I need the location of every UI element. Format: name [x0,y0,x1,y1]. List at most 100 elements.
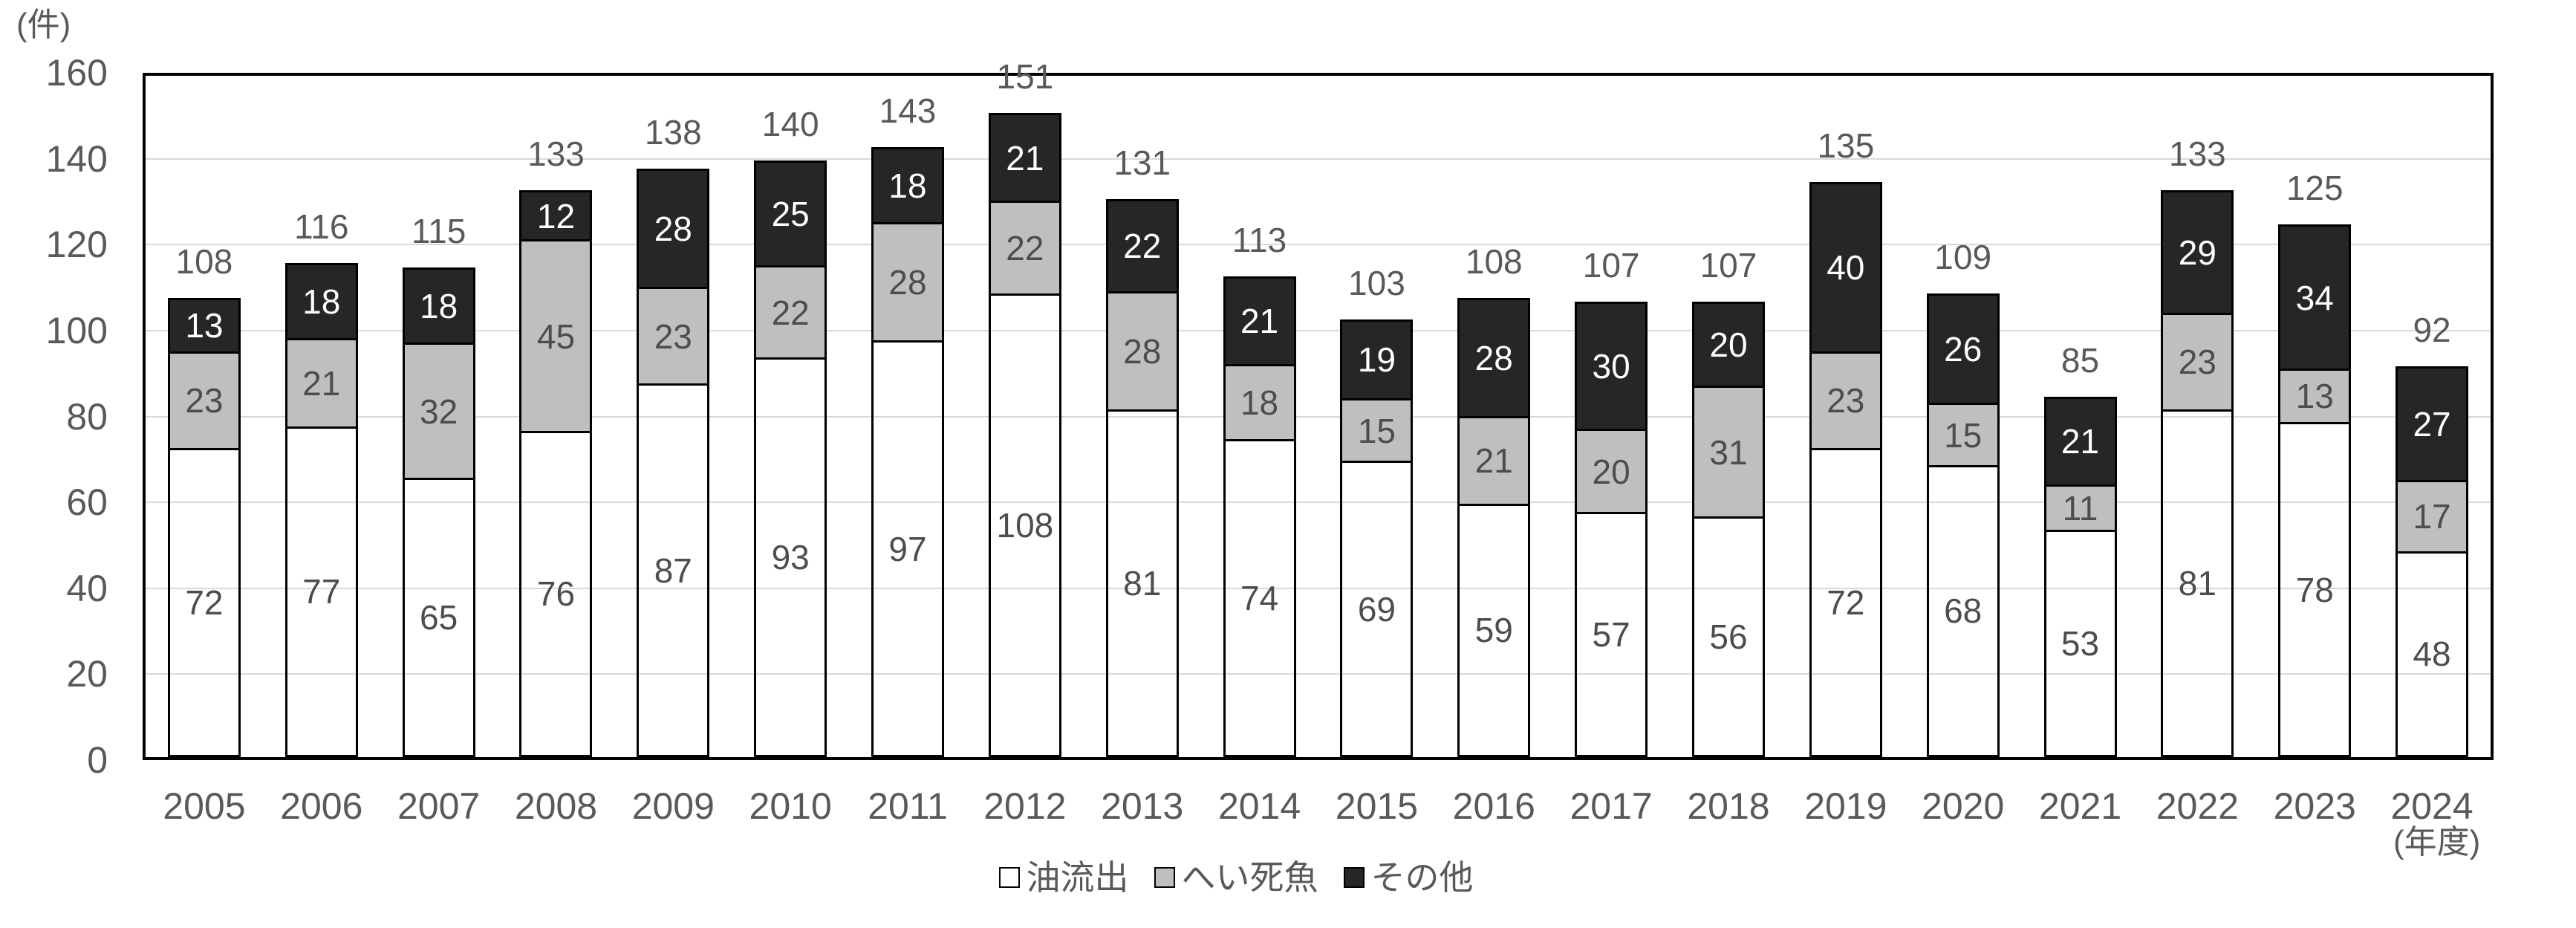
bar-2020: 109 26 15 68 [1926,237,2000,757]
segment-other: 21 [2043,396,2117,487]
segment-other: 28 [637,169,710,290]
y-tick-label: 120 [45,224,108,266]
value-label: 15 [1944,415,1983,455]
y-tick-label: 140 [45,137,108,180]
value-label: 57 [1592,615,1630,655]
value-label: 18 [302,282,341,322]
value-label: 56 [1709,617,1748,657]
bar-2006: 116 18 21 77 [284,210,358,757]
value-label: 77 [302,572,341,611]
legend-item-fish-kill: へい死魚 [1154,860,1318,895]
value-label: 22 [771,293,810,332]
y-tick-label: 60 [66,481,108,524]
value-label: 12 [536,196,576,236]
value-label: 28 [1123,331,1162,371]
x-tick-label: 2024 [2390,785,2473,827]
value-label: 23 [1827,381,1865,421]
segment-other: 29 [2161,190,2234,315]
value-label: 28 [888,263,927,302]
segment-fish-kill: 11 [2043,484,2117,532]
y-tick-label: 100 [45,309,108,351]
value-label: 72 [1827,583,1865,622]
segment-other: 20 [1691,302,1765,389]
legend-marker-other-icon [1343,867,1365,888]
bar-2022: 133 29 23 81 [2161,137,2234,757]
total-label: 143 [879,91,937,131]
plot-inner: 108 13 23 72 116 18 21 77 115 18 32 65 133 12 45 76 138 2… [146,59,2491,757]
x-tick-label: 2006 [280,785,363,827]
x-axis-tick-labels: 2005 2006 2007 2008 2009 2010 2011 2012 2013 2014… [146,788,2491,832]
total-label: 135 [1817,126,1875,165]
segment-other: 28 [1457,297,1531,418]
bar-2010: 140 25 22 93 [754,107,827,757]
segment-fish-kill: 22 [988,201,1061,296]
total-label: 108 [1465,241,1523,281]
value-label: 13 [185,306,224,345]
value-label: 45 [536,317,576,356]
grid-line [146,673,2491,675]
value-label: 93 [771,538,810,577]
segment-fish-kill: 23 [1809,351,1882,450]
segment-fish-kill: 21 [284,338,358,429]
segment-fish-kill: 23 [637,287,710,386]
value-label: 21 [302,364,341,403]
value-label: 18 [888,166,927,206]
grid-line [146,587,2491,589]
x-tick-label: 2007 [397,785,481,827]
segment-other: 21 [1223,276,1296,367]
value-label: 23 [2178,343,2216,382]
y-tick-label: 160 [45,52,108,94]
x-tick-label: 2010 [749,785,832,827]
bar-2008: 133 12 45 76 [519,137,593,757]
value-label: 81 [1123,563,1162,603]
value-label: 78 [2295,570,2334,609]
x-tick-label: 2020 [1922,785,2005,827]
y-axis-unit-label: (件) [16,7,71,43]
segment-oil-spill: 108 [988,293,1061,757]
bar-2009: 138 28 23 87 [637,115,710,757]
value-label: 21 [1240,302,1279,341]
value-label: 28 [1474,338,1513,377]
value-label: 18 [420,287,458,326]
segment-oil-spill: 59 [1457,503,1531,757]
segment-oil-spill: 97 [871,340,945,757]
segment-oil-spill: 77 [284,426,358,757]
bar-2012: 151 21 22 108 [988,59,1061,757]
segment-oil-spill: 87 [637,383,710,757]
value-label: 40 [1827,248,1865,288]
segment-oil-spill: 74 [1223,439,1296,757]
value-label: 30 [1592,347,1630,386]
segment-other: 25 [754,160,827,268]
bar-2014: 113 21 18 74 [1223,223,1296,757]
total-label: 108 [175,241,233,281]
segment-fish-kill: 20 [1575,428,1648,515]
value-label: 22 [1006,229,1044,268]
value-label: 21 [1006,138,1044,178]
segment-other: 21 [988,113,1061,204]
x-tick-label: 2016 [1452,785,1535,827]
value-label: 20 [1592,452,1630,491]
total-label: 131 [1113,143,1171,182]
segment-other: 27 [2396,366,2469,483]
segment-oil-spill: 78 [2278,422,2352,757]
value-label: 68 [1944,591,1983,631]
segment-oil-spill: 68 [1926,464,2000,757]
total-label: 85 [2061,340,2100,380]
value-label: 21 [1474,441,1513,481]
segment-oil-spill: 93 [754,357,827,757]
segment-other: 19 [1340,319,1414,401]
total-label: 113 [1232,220,1287,259]
x-tick-label: 2018 [1687,785,1770,827]
total-label: 109 [1934,237,1992,276]
x-tick-label: 2013 [1101,785,1184,827]
bar-2015: 103 19 15 69 [1340,266,1414,757]
segment-oil-spill: 72 [1809,447,1882,757]
grid-line [146,329,2491,331]
bar-2007: 115 18 32 65 [402,214,475,757]
value-label: 11 [2062,488,2098,528]
y-tick-label: 20 [66,653,108,695]
value-label: 23 [654,317,692,356]
segment-other: 18 [871,147,945,225]
value-label: 15 [1357,411,1396,450]
